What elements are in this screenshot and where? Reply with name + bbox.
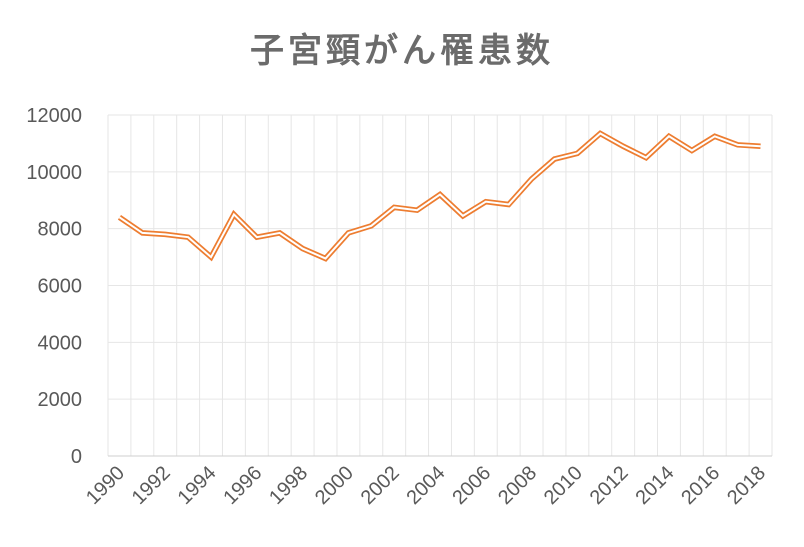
x-tick-label: 1990: [82, 462, 129, 509]
x-tick-label: 1994: [174, 462, 221, 509]
x-tick-label: 2010: [540, 462, 587, 509]
x-tick-label: 2018: [723, 462, 770, 509]
y-tick-label: 4000: [38, 332, 83, 354]
x-axis-ticks: 1990199219941996199820002002200420062008…: [82, 462, 770, 509]
x-tick-label: 2016: [677, 462, 724, 509]
y-tick-label: 12000: [26, 105, 82, 127]
x-tick-label: 2004: [403, 462, 450, 509]
y-tick-label: 2000: [38, 389, 83, 411]
series-layer: [117, 130, 761, 262]
x-tick-label: 2014: [631, 462, 678, 509]
x-tick-label: 2002: [357, 462, 404, 509]
y-axis-ticks: 0 2000 4000 6000 8000 10000 12000: [26, 105, 82, 468]
x-tick-label: 1992: [128, 462, 175, 509]
x-tick-label: 2008: [494, 462, 541, 509]
x-tick-label: 2012: [586, 462, 633, 509]
y-tick-label: 10000: [26, 162, 82, 184]
series-line: [117, 130, 761, 262]
x-tick-label: 2000: [311, 462, 358, 509]
series-line-core: [118, 132, 761, 260]
x-tick-label: 1998: [265, 462, 312, 509]
chart-title: 子宮頸がん罹患数: [250, 31, 554, 71]
grid-layer: [107, 114, 773, 457]
x-tick-label: 1996: [219, 462, 266, 509]
y-tick-label: 0: [71, 446, 82, 468]
x-tick-label: 2006: [448, 462, 495, 509]
y-tick-label: 6000: [38, 276, 83, 298]
y-tick-label: 8000: [38, 219, 83, 241]
